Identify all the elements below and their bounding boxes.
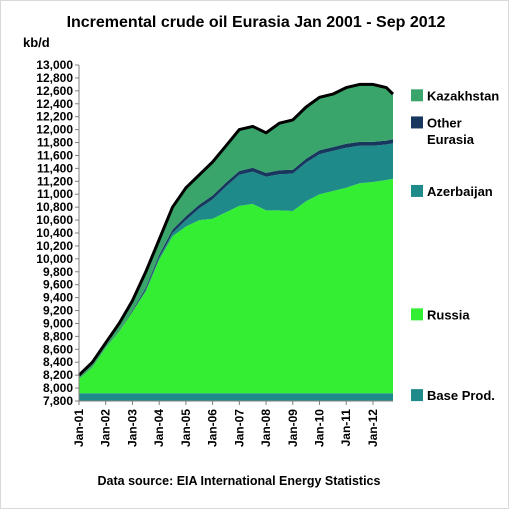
legend-swatch <box>411 116 423 129</box>
y-tick-label: 12,800 <box>36 71 73 85</box>
y-axis-unit: kb/d <box>23 35 50 50</box>
legend-label: Kazakhstan <box>427 88 499 103</box>
x-tick-label: Jan-03 <box>125 409 139 447</box>
y-tick-label: 10,000 <box>36 252 73 266</box>
x-tick-label: Jan-08 <box>259 409 273 447</box>
y-tick-label: 8,400 <box>43 355 73 369</box>
y-tick-label: 10,200 <box>36 239 73 253</box>
y-tick-label: 9,400 <box>43 291 73 305</box>
x-tick-label: Jan-10 <box>313 409 327 447</box>
legend-swatch <box>411 89 423 102</box>
y-tick-label: 11,800 <box>37 136 73 150</box>
legend-swatch <box>411 184 423 197</box>
legend-label: Base Prod. <box>427 388 495 403</box>
total-line <box>77 82 395 377</box>
y-tick-label: 11,400 <box>37 161 73 175</box>
legend-label: Other Eurasia <box>427 115 475 147</box>
area-kazakhstan <box>79 84 393 380</box>
x-tick-label: Jan-07 <box>232 409 246 447</box>
y-tick-label: 12,000 <box>36 123 73 137</box>
y-tick-label: 12,400 <box>36 97 73 111</box>
y-ticks: 7,8008,0008,2008,4008,6008,8009,0009,200… <box>36 58 79 408</box>
y-tick-label: 12,600 <box>36 84 73 98</box>
area-russia <box>79 178 393 394</box>
area-azerbaijan <box>79 143 393 379</box>
y-tick-label: 10,600 <box>36 213 73 227</box>
y-tick-label: 9,000 <box>43 316 73 330</box>
legend-label: Azerbaijan <box>427 184 493 199</box>
y-tick-label: 10,400 <box>36 226 73 240</box>
y-tick-label: 12,200 <box>36 110 73 124</box>
y-tick-label: 8,800 <box>43 329 73 343</box>
x-tick-label: Jan-01 <box>72 409 86 447</box>
legend-swatch <box>411 308 423 321</box>
y-tick-label: 8,600 <box>43 342 73 356</box>
x-ticks: Jan-01 Jan-02 Jan-03 Jan-04 Jan-05 Jan-06 Jan-… <box>72 401 380 447</box>
y-tick-label: 9,600 <box>43 278 73 292</box>
y-tick-label: 10,800 <box>36 200 73 214</box>
data-source-note: Data source: EIA International Energy St… <box>98 474 381 488</box>
y-tick-label: 7,800 <box>43 394 73 408</box>
x-tick-label: Jan-09 <box>286 409 300 447</box>
y-tick-label: 13,000 <box>36 58 73 72</box>
y-tick-label: 9,200 <box>43 304 73 318</box>
total-line-group <box>77 82 395 377</box>
x-tick-label: Jan-05 <box>179 409 193 447</box>
stacked-areas <box>79 84 393 401</box>
x-tick-label: Jan-02 <box>99 409 113 447</box>
x-tick-label: Jan-11 <box>339 409 353 447</box>
x-tick-label: Jan-06 <box>206 409 220 447</box>
y-tick-label: 11,600 <box>37 148 73 162</box>
y-tick-label: 11,200 <box>37 174 73 188</box>
legend: Base Prod. Russia Azerbaijan Other Eurasia Ka… <box>411 88 499 403</box>
x-tick-label: Jan-12 <box>366 409 380 447</box>
y-tick-label: 8,000 <box>43 381 73 395</box>
x-tick-label: Jan-04 <box>152 409 166 447</box>
legend-label: Russia <box>427 307 470 322</box>
legend-swatch <box>411 389 423 402</box>
chart-title: Incremental crude oil Eurasia Jan 2001 -… <box>67 14 446 31</box>
y-tick-label: 9,800 <box>43 265 73 279</box>
y-tick-label: 11,000 <box>37 187 73 201</box>
area-base-prod <box>79 393 393 401</box>
y-tick-label: 8,200 <box>43 368 73 382</box>
